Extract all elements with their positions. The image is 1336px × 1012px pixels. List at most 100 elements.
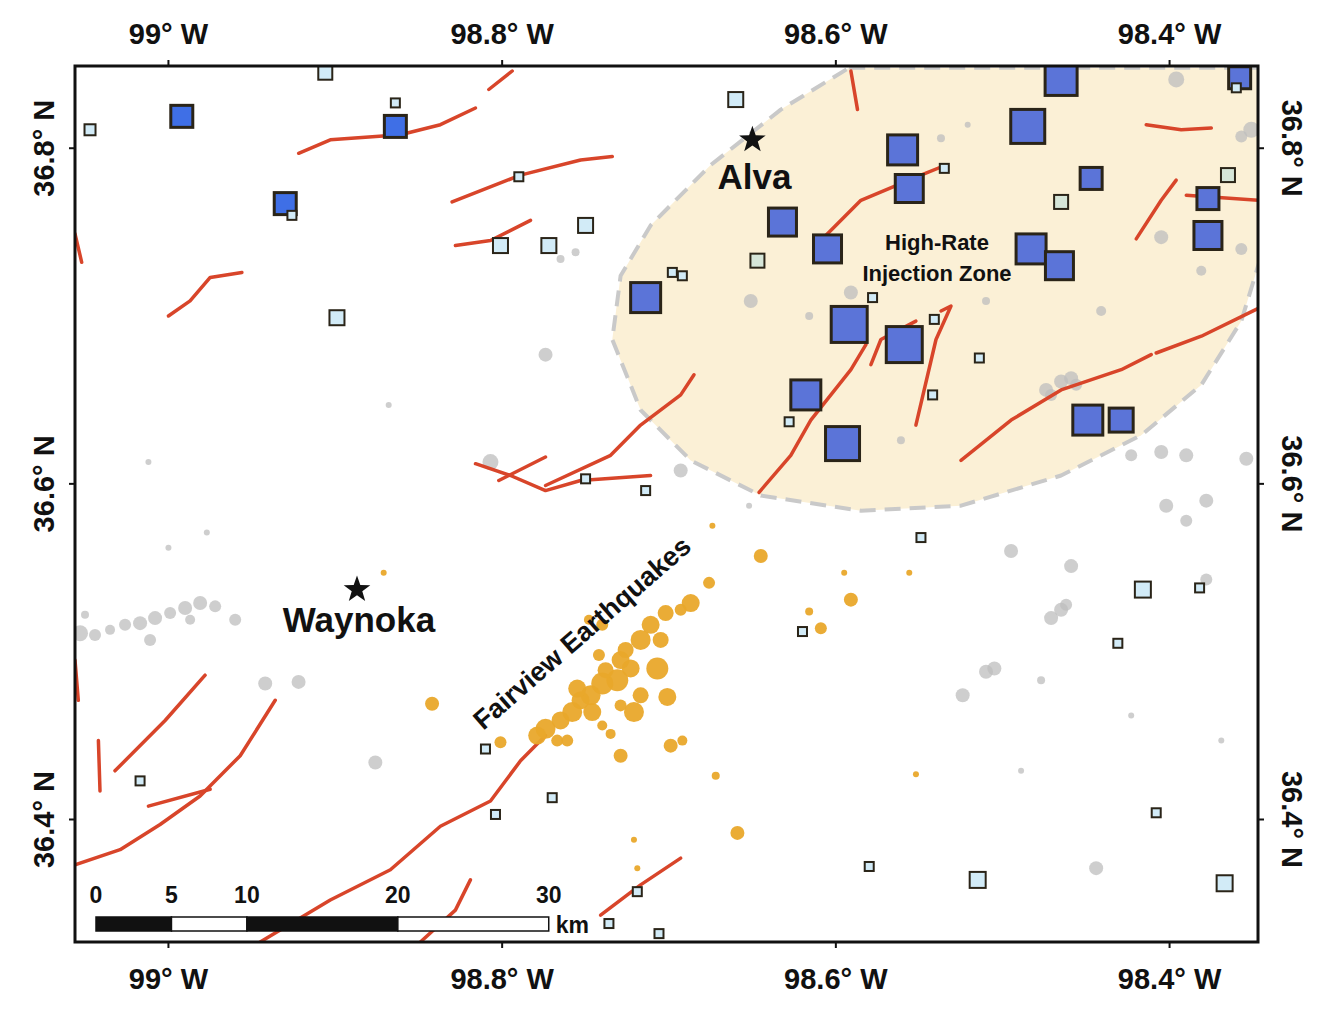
circle-marker [119,619,131,631]
circle-marker [606,729,616,739]
fault [546,375,695,486]
circle-marker [631,630,651,650]
tick [1258,483,1264,485]
circle-marker [1159,499,1173,513]
circle-marker [703,577,715,589]
circle-marker [178,601,192,615]
circle-marker [1128,712,1134,718]
square-marker [493,238,508,253]
circle-marker [89,629,101,641]
tick-label: 99° W [129,963,209,995]
circle-marker [646,657,668,679]
circle-marker [292,675,306,689]
square-marker [1221,168,1235,182]
square-marker [1232,83,1241,92]
square-marker [384,115,406,137]
scale-segment [247,917,398,931]
square-marker [868,293,877,302]
square-marker [491,810,500,819]
circle-marker [539,348,553,362]
fault [115,675,205,771]
circle-marker [712,772,720,780]
tick [167,60,169,66]
town-star [739,126,766,151]
circle-marker [844,286,858,300]
circle-marker [1199,494,1213,508]
circle-marker [386,402,392,408]
scale-label: 10 [234,882,260,908]
circle-marker [897,436,905,444]
circle-marker [844,593,858,607]
map: AlvaWaynokaHigh-RateInjection ZoneFairvi… [0,0,1336,1012]
square-marker [1194,221,1222,249]
tick [1169,60,1171,66]
square-marker [581,474,590,483]
circle-marker [841,570,847,576]
fault [1156,308,1258,353]
circle-marker [193,596,207,610]
fault [601,858,681,915]
circle-marker [209,600,221,612]
circle-marker [1239,452,1253,466]
square-marker [641,486,650,495]
circle-marker [598,662,614,678]
square-marker [631,283,661,313]
fault [961,355,1151,461]
circle-marker [658,688,676,706]
square-marker [1135,582,1151,598]
circle-marker [1154,230,1168,244]
circle-marker [1037,676,1045,684]
circle-marker [631,837,637,843]
scale-segment [96,917,171,931]
circle-marker [557,255,565,263]
tick-label: 98.8° W [450,963,554,995]
circle-marker [105,625,115,635]
circle-marker [1089,861,1103,875]
square-marker [928,390,937,399]
circle-marker [1235,130,1247,142]
fault [168,272,242,316]
tick [1169,942,1171,948]
square-marker [481,745,490,754]
town-label: Waynoka [283,600,436,639]
tick [69,147,75,149]
square-marker [541,238,556,253]
circle-marker [258,677,272,691]
circle-marker [913,771,919,777]
fault [260,736,545,942]
circle-marker [425,697,439,711]
square-marker [654,929,663,938]
tick [835,942,837,948]
square-marker [678,271,687,280]
circle-marker [744,294,758,308]
circle-marker [982,297,990,305]
fault [75,700,275,865]
circle-marker [144,634,156,646]
circle-marker [987,661,1001,675]
square-marker [888,135,918,165]
tick-label: 98.6° W [784,18,888,50]
square-marker [895,175,923,203]
circle-marker [593,649,605,661]
circle-marker [1235,243,1247,255]
square-marker [1113,639,1122,648]
square-marker [831,306,867,342]
scale-label: 0 [90,882,103,908]
square-marker [1016,234,1046,264]
square-marker [171,105,193,127]
fault [98,741,100,791]
tick-label: 98.6° W [784,963,888,995]
square-marker [1217,875,1233,891]
circle-marker [805,312,813,320]
tick [1258,818,1264,820]
square-marker [514,172,523,181]
circle-marker [677,736,687,746]
circle-marker [368,755,382,769]
square-marker [886,327,922,363]
circle-marker [658,605,674,621]
circle-marker [1125,449,1137,461]
circle-marker [164,607,176,619]
square-marker [785,417,794,426]
square-marker [1054,195,1068,209]
circle-marker [572,248,580,256]
